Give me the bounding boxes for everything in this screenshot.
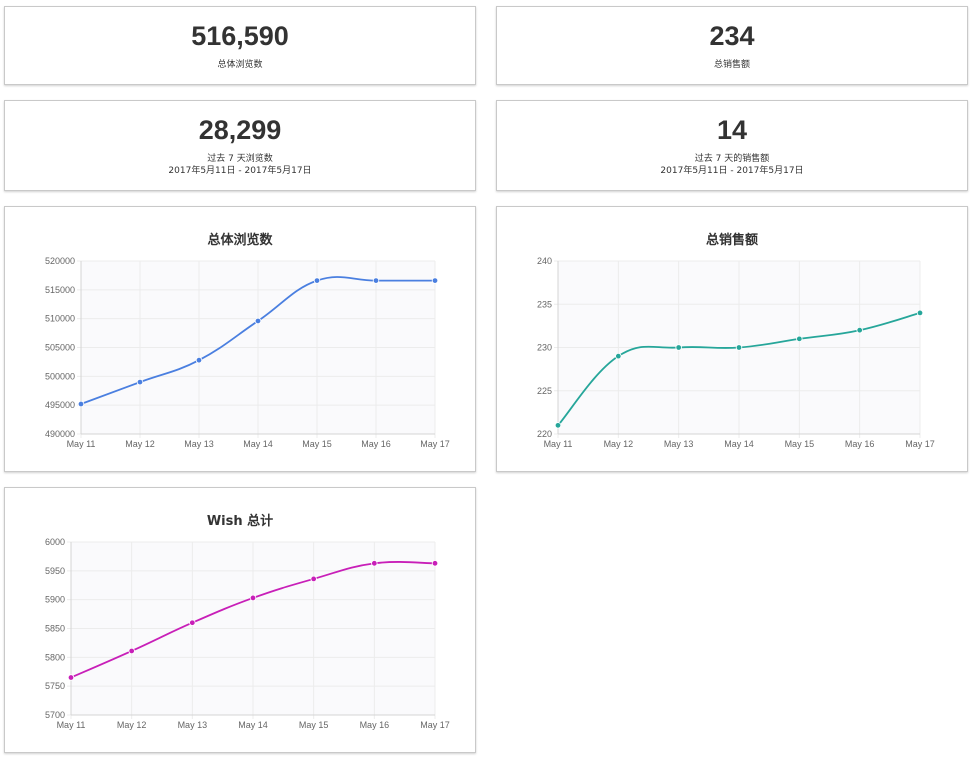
data-point [310, 575, 317, 583]
y-tick-label: 235 [537, 299, 552, 309]
data-point [313, 277, 321, 284]
y-tick-label: 5850 [45, 624, 65, 634]
x-tick-label: May 13 [178, 720, 208, 730]
chart-title: Wish 总计 [206, 514, 274, 529]
y-tick-label: 230 [537, 343, 552, 353]
data-point [254, 317, 262, 325]
x-tick-label: May 14 [724, 439, 754, 449]
y-tick-label: 495000 [45, 400, 75, 410]
y-tick-label: 510000 [45, 314, 75, 324]
x-tick-label: May 12 [604, 439, 634, 449]
stat-card-total-views: 516,590 总体浏览数 [4, 6, 476, 85]
data-point [249, 594, 257, 602]
stat-date-range: 2017年5月11日 - 2017年5月17日 [168, 166, 312, 176]
data-point [796, 335, 803, 343]
y-tick-label: 490000 [45, 429, 75, 439]
data-point [554, 422, 562, 429]
x-tick-label: May 12 [117, 720, 147, 730]
data-point [67, 674, 75, 681]
x-tick-label: May 11 [67, 439, 96, 449]
stat-label: 总体浏览数 [217, 60, 263, 70]
x-tick-label: May 14 [238, 720, 268, 730]
data-point [431, 560, 439, 567]
x-tick-label: May 15 [302, 439, 332, 449]
stat-label: 过去 7 天浏览数 [207, 154, 273, 164]
stat-date-range: 2017年5月11日 - 2017年5月17日 [660, 166, 804, 176]
data-point [856, 326, 863, 334]
y-tick-label: 240 [537, 256, 552, 266]
x-tick-label: May 15 [299, 720, 329, 730]
data-point [77, 400, 85, 408]
x-tick-label: May 16 [360, 720, 390, 730]
stat-label: 总销售额 [713, 60, 750, 70]
line-chart-total-views: 490000 495000 500000 505000 510000 515000 5200… [45, 256, 450, 449]
x-tick-label: May 16 [361, 439, 391, 449]
stat-card-total-sales: 234 总销售额 [496, 6, 968, 85]
x-tick-label: May 17 [905, 439, 935, 449]
data-point [371, 560, 378, 567]
stat-value: 14 [716, 115, 748, 145]
x-tick-label: May 12 [125, 439, 155, 449]
stat-label: 过去 7 天的销售额 [694, 154, 770, 164]
chart-panel-total-views: 总体浏览数 490000 495000 500000 505000 510000 5150… [4, 206, 476, 472]
y-tick-label: 220 [537, 429, 552, 439]
y-tick-label: 500000 [45, 371, 75, 381]
data-point [372, 277, 380, 284]
y-tick-label: 225 [537, 386, 552, 396]
chart-title: 总销售额 [705, 233, 758, 248]
stat-card-week-sales: 14 过去 7 天的销售额 2017年5月11日 - 2017年5月17日 [496, 100, 968, 191]
y-tick-label: 5950 [45, 566, 65, 576]
x-tick-label: May 11 [57, 720, 86, 730]
x-tick-label: May 11 [544, 439, 573, 449]
chart-panel-wish-total: Wish 总计 5700 5750 5800 5850 5900 5950 6000 May … [4, 487, 476, 753]
data-point [916, 309, 924, 317]
y-tick-label: 5800 [45, 652, 65, 662]
x-tick-label: May 16 [845, 439, 875, 449]
y-tick-label: 5900 [45, 595, 65, 605]
y-tick-label: 515000 [45, 285, 75, 295]
y-tick-label: 5750 [45, 681, 65, 691]
data-point [431, 277, 439, 284]
chart-panel-total-sales: 总销售额 220 225 230 235 240 May 11 May 12 May 13 Ma… [496, 206, 968, 472]
stat-value: 28,299 [198, 115, 282, 145]
data-point [136, 378, 144, 386]
x-tick-label: May 15 [785, 439, 815, 449]
y-tick-label: 5700 [45, 710, 65, 720]
data-point [735, 344, 743, 351]
stat-value: 234 [709, 21, 755, 51]
y-tick-label: 6000 [45, 537, 65, 547]
line-chart-total-sales: 220 225 230 235 240 May 11 May 12 May 13 May 14 M… [537, 256, 935, 449]
x-tick-label: May 13 [664, 439, 694, 449]
data-point [675, 344, 682, 351]
x-tick-label: May 17 [420, 720, 450, 730]
stat-card-week-views: 28,299 过去 7 天浏览数 2017年5月11日 - 2017年5月17日 [4, 100, 476, 191]
x-tick-label: May 17 [420, 439, 450, 449]
y-tick-label: 505000 [45, 343, 75, 353]
data-point [189, 619, 196, 626]
stat-value: 516,590 [191, 21, 289, 51]
chart-title: 总体浏览数 [207, 233, 273, 248]
x-tick-label: May 14 [243, 439, 273, 449]
data-point [195, 356, 203, 364]
data-point [128, 647, 135, 655]
y-tick-label: 520000 [45, 256, 75, 266]
data-point [615, 352, 622, 360]
x-tick-label: May 13 [184, 439, 214, 449]
line-chart-wish-total: 5700 5750 5800 5850 5900 5950 6000 May 11 May 12… [45, 537, 450, 730]
